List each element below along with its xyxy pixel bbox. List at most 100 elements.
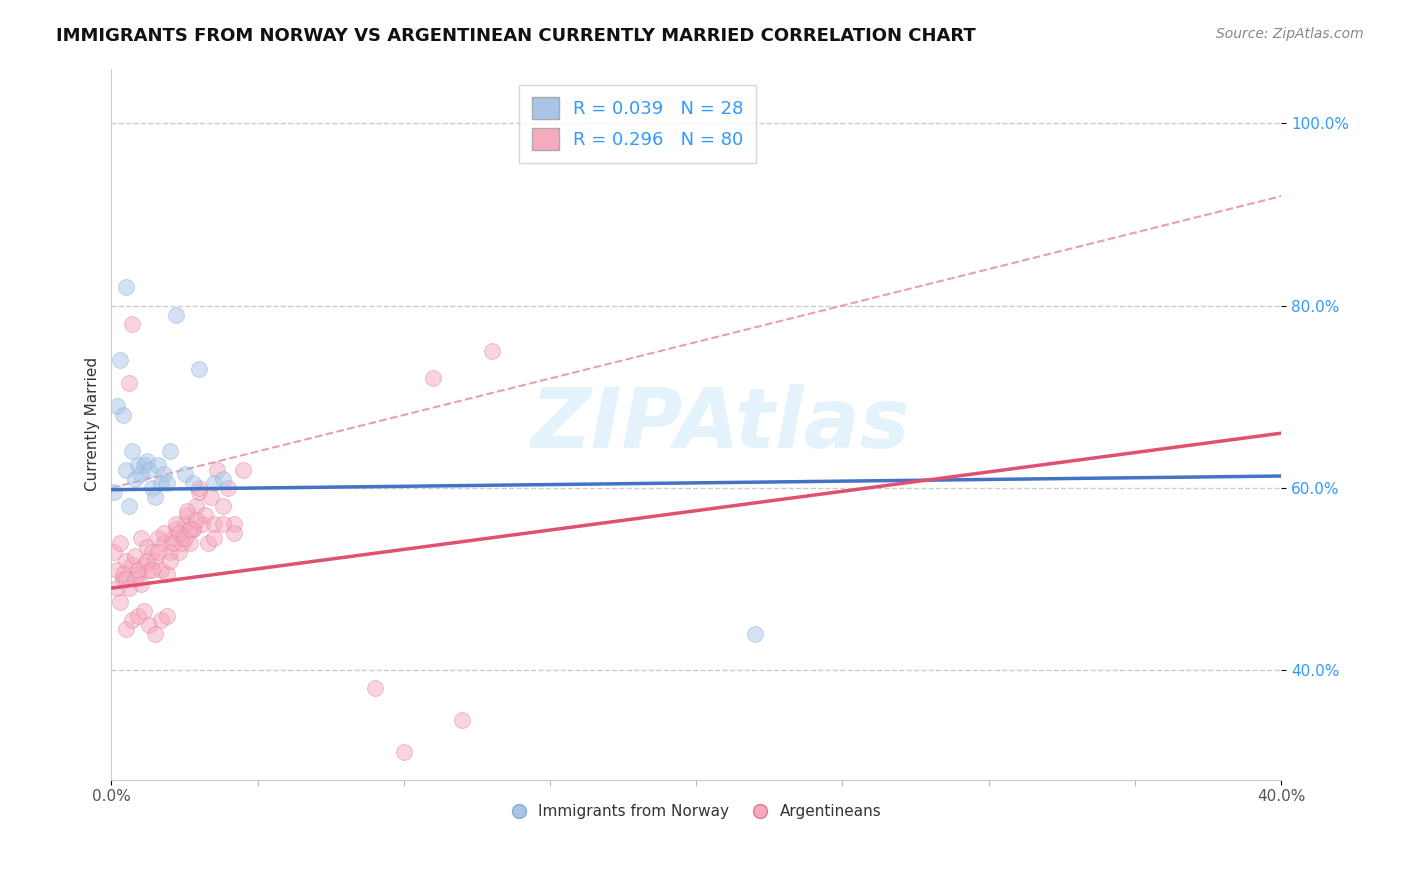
Point (138, 563, 160, 577)
Point (202, 531, 225, 545)
Point (115, 554, 138, 568)
Point (170, 535, 193, 549)
Point (153, 526, 176, 541)
Point (121, 613, 143, 627)
Point (181, 522, 204, 536)
Point (162, 535, 184, 549)
Point (103, 485, 125, 500)
Point (200, 490, 222, 504)
Point (176, 508, 198, 523)
Point (165, 308, 187, 322)
Point (422, 371, 444, 385)
Point (112, 408, 135, 422)
Point (167, 526, 190, 541)
Point (135, 453, 157, 467)
Point (188, 362, 211, 376)
Point (124, 549, 146, 564)
Point (108, 353, 131, 368)
Point (124, 572, 146, 586)
Point (194, 508, 217, 523)
Point (132, 458, 155, 472)
Point (132, 558, 155, 573)
Point (211, 517, 233, 532)
Point (127, 608, 149, 623)
Point (121, 558, 143, 573)
Point (118, 499, 141, 513)
Point (211, 472, 233, 486)
Point (124, 472, 146, 486)
Point (744, 626, 766, 640)
Point (135, 540, 157, 554)
Point (170, 531, 193, 545)
Point (165, 517, 187, 532)
Point (112, 572, 135, 586)
Point (186, 499, 208, 513)
Point (167, 544, 190, 558)
Point (159, 444, 181, 458)
Point (165, 522, 187, 536)
Point (143, 626, 166, 640)
Point (127, 458, 149, 472)
Point (205, 463, 228, 477)
Point (141, 481, 163, 495)
Point (148, 544, 170, 558)
Point (132, 604, 155, 618)
Point (156, 567, 179, 582)
Legend: Immigrants from Norway, Argentineans: Immigrants from Norway, Argentineans (505, 798, 887, 825)
Point (108, 595, 131, 609)
Point (105, 563, 128, 577)
Point (181, 522, 204, 536)
Point (173, 531, 195, 545)
Point (108, 535, 131, 549)
Point (181, 476, 204, 491)
Point (162, 531, 184, 545)
Point (121, 444, 143, 458)
Point (115, 280, 138, 294)
Point (150, 476, 173, 491)
Point (173, 517, 195, 532)
Point (129, 576, 152, 591)
Point (176, 503, 198, 517)
Point (143, 554, 166, 568)
Text: ZIPAtlas: ZIPAtlas (530, 384, 910, 465)
Point (129, 467, 152, 482)
Point (481, 344, 503, 359)
Point (159, 544, 181, 558)
Point (105, 581, 128, 595)
Point (127, 567, 149, 582)
Point (451, 714, 474, 728)
Point (150, 563, 173, 577)
Point (129, 531, 152, 545)
Point (211, 499, 233, 513)
Point (121, 317, 143, 331)
Point (150, 613, 173, 627)
Point (217, 481, 239, 495)
Point (173, 467, 195, 482)
Point (148, 531, 170, 545)
Point (232, 463, 254, 477)
Point (115, 572, 138, 586)
Point (105, 399, 128, 413)
Text: IMMIGRANTS FROM NORWAY VS ARGENTINEAN CURRENTLY MARRIED CORRELATION CHART: IMMIGRANTS FROM NORWAY VS ARGENTINEAN CU… (56, 27, 976, 45)
Point (179, 535, 201, 549)
Point (156, 608, 179, 623)
Point (202, 476, 225, 491)
Point (153, 535, 176, 549)
Point (143, 490, 166, 504)
Point (135, 554, 157, 568)
Point (224, 517, 246, 532)
Point (115, 622, 138, 636)
Point (127, 563, 149, 577)
Point (153, 467, 176, 482)
Text: Source: ZipAtlas.com: Source: ZipAtlas.com (1216, 27, 1364, 41)
Point (197, 535, 219, 549)
Point (179, 522, 201, 536)
Point (188, 481, 211, 495)
Point (159, 554, 181, 568)
Point (188, 485, 211, 500)
Point (118, 581, 141, 595)
Point (138, 617, 160, 632)
Point (138, 463, 160, 477)
Point (202, 517, 225, 532)
Point (141, 544, 163, 558)
